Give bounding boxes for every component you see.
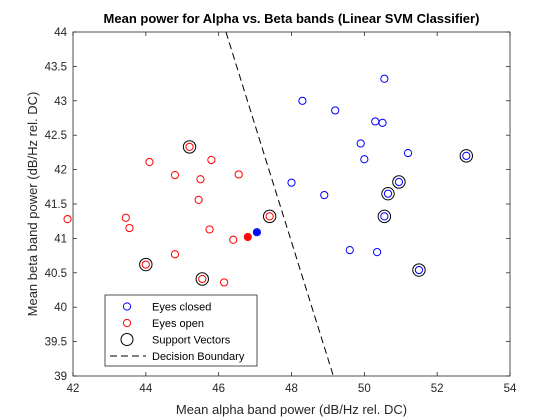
- x-tick-label-3: 48: [285, 383, 298, 395]
- support-vectors-point-0: [182, 140, 197, 154]
- legend-label-eyes-closed: Eyes closed: [152, 302, 211, 314]
- legend-marker-eyes-open: [122, 318, 132, 328]
- eyes-closed-point-17: [252, 228, 262, 237]
- y-tick-label-9: 43.5: [45, 61, 67, 73]
- legend-label-decision-boundary: Decision Boundary: [152, 351, 245, 363]
- x-tick-label-6: 54: [504, 383, 517, 395]
- eyes-open-point-11: [205, 225, 214, 234]
- y-tick-label-7: 42.5: [45, 130, 67, 142]
- eyes-open-point-0: [185, 142, 194, 151]
- y-tick-label-10: 44: [54, 27, 67, 39]
- eyes-open-point-6: [194, 195, 203, 204]
- y-axis-ticks: 39 39.5 40 40.5 41 41.5 42 42.5 43 43.5 44: [45, 27, 510, 383]
- highlighted-point-1: [244, 233, 251, 241]
- support-vectors-point-6: [381, 186, 395, 201]
- eyes-open-point-14: [141, 260, 150, 269]
- y-tick-label-2: 40: [54, 302, 67, 314]
- x-axis-ticks: 42 44 46 48 50 52 54: [67, 32, 517, 395]
- x-tick-label-0: 42: [67, 383, 80, 395]
- eyes-open-point-12: [229, 235, 238, 244]
- eyes-closed-point-8: [360, 155, 369, 164]
- decision-boundary-line: [225, 31, 334, 377]
- eyes-closed-point-7: [462, 151, 471, 160]
- eyes-open-point-10: [125, 223, 134, 233]
- eyes-open-point-15: [198, 274, 207, 284]
- y-tick-label-1: 39.5: [45, 337, 67, 349]
- chart-title: Mean power for Alpha vs. Beta bands (Lin…: [104, 11, 480, 26]
- eyes-closed-point-15: [372, 248, 382, 257]
- x-axis-label: Mean alpha band power (dB/Hz rel. DC): [176, 402, 407, 417]
- eyes-closed-point-5: [356, 139, 365, 148]
- highlighted-point-0: [253, 229, 261, 236]
- eyes-closed-point-10: [287, 178, 296, 187]
- x-tick-label-5: 52: [431, 383, 444, 395]
- eyes-closed-point-1: [298, 96, 307, 105]
- x-tick-label-2: 46: [212, 383, 225, 395]
- support-vectors-point-7: [377, 209, 392, 224]
- support-vectors-point-2: [139, 257, 153, 272]
- y-tick-label-3: 40.5: [45, 268, 67, 280]
- eyes-open-point-1: [145, 157, 154, 167]
- support-vectors-point-1: [262, 209, 277, 224]
- legend-label-support-vectors: Support Vectors: [152, 335, 231, 347]
- legend-marker-support-vectors: [120, 333, 134, 346]
- eyes-open-point-16: [220, 278, 229, 287]
- eyes-open-point-17: [243, 232, 252, 242]
- points-layer: [63, 74, 473, 287]
- eyes-open-point-2: [207, 155, 216, 165]
- eyes-open-point-4: [234, 170, 243, 179]
- eyes-closed-point-12: [320, 190, 329, 200]
- x-tick-label-1: 44: [139, 383, 152, 395]
- eyes-open-point-9: [265, 212, 274, 221]
- eyes-closed-point-4: [378, 118, 387, 127]
- eyes-closed-point-6: [403, 148, 413, 158]
- eyes-closed-point-14: [345, 245, 354, 255]
- support-vectors-point-8: [412, 263, 426, 277]
- eyes-open-point-8: [121, 213, 130, 222]
- eyes-open-point-7: [63, 215, 72, 224]
- support-vectors-point-4: [459, 149, 473, 163]
- eyes-open-point-5: [196, 175, 205, 184]
- boundary-layer: [225, 31, 334, 377]
- eyes-closed-point-9: [394, 177, 404, 187]
- eyes-open-point-13: [170, 250, 180, 259]
- eyes-closed-point-16: [414, 265, 424, 275]
- eyes-open-point-3: [170, 171, 180, 180]
- legend-label-eyes-open: Eyes open: [152, 318, 204, 330]
- y-axis-label: Mean beta band power (dB/Hz rel. DC): [25, 92, 40, 317]
- eyes-closed-point-2: [331, 106, 340, 115]
- legend-marker-eyes-closed: [122, 302, 132, 311]
- y-tick-label-4: 41: [54, 233, 67, 245]
- eyes-closed-point-13: [380, 212, 389, 221]
- y-tick-label-8: 43: [54, 96, 67, 108]
- eyes-closed-point-11: [383, 189, 393, 198]
- y-tick-label-6: 42: [54, 165, 67, 177]
- eyes-closed-point-0: [380, 74, 389, 83]
- legend: Eyes closed Eyes open Support Vectors De…: [104, 294, 258, 367]
- x-tick-label-4: 50: [358, 383, 371, 395]
- y-tick-label-0: 39: [54, 371, 67, 383]
- y-tick-label-5: 41.5: [45, 199, 67, 211]
- support-vectors-point-5: [392, 175, 406, 189]
- support-vectors-point-3: [195, 272, 209, 286]
